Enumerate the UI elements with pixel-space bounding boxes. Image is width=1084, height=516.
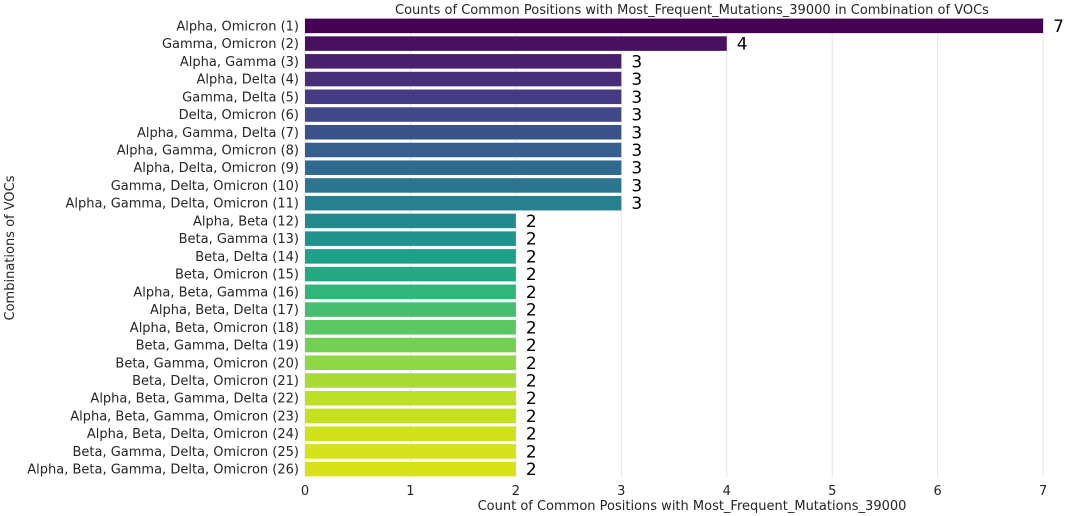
category-label: Beta, Gamma, Delta, Omicron (25) bbox=[72, 445, 299, 460]
data-label: 7 bbox=[1053, 17, 1064, 37]
category-label: Alpha, Omicron (1) bbox=[176, 19, 299, 34]
data-label: 2 bbox=[526, 336, 537, 356]
x-tick-label: 4 bbox=[723, 484, 731, 499]
bar bbox=[305, 195, 622, 211]
data-label: 3 bbox=[631, 70, 642, 90]
bar bbox=[305, 36, 727, 51]
data-label: 2 bbox=[526, 371, 537, 391]
data-label: 2 bbox=[526, 212, 537, 232]
category-label: Beta, Delta (14) bbox=[195, 250, 299, 265]
bar bbox=[305, 107, 622, 122]
bar bbox=[305, 320, 516, 335]
data-label: 2 bbox=[526, 389, 537, 409]
data-label: 4 bbox=[737, 35, 748, 55]
category-label: Gamma, Delta, Omicron (10) bbox=[111, 179, 299, 194]
x-tick-label: 3 bbox=[617, 484, 625, 499]
bar bbox=[305, 461, 516, 477]
bar bbox=[305, 178, 622, 193]
category-label: Alpha, Beta (12) bbox=[193, 214, 299, 229]
category-label: Gamma, Delta (5) bbox=[182, 90, 299, 105]
category-label: Alpha, Beta, Gamma (16) bbox=[133, 285, 299, 300]
category-label: Delta, Omicron (6) bbox=[179, 108, 299, 123]
bar bbox=[305, 18, 1044, 34]
data-label: 2 bbox=[526, 301, 537, 321]
x-tick-labels: 0 1 2 3 4 5 6 7 bbox=[301, 484, 1047, 499]
bar bbox=[305, 71, 622, 87]
category-label: Alpha, Gamma (3) bbox=[180, 55, 299, 70]
bar bbox=[305, 284, 516, 300]
data-label: 3 bbox=[631, 176, 642, 196]
data-label: 2 bbox=[526, 407, 537, 427]
bars bbox=[305, 18, 1044, 477]
category-label: Alpha, Gamma, Delta, Omicron (11) bbox=[66, 197, 300, 212]
data-label: 2 bbox=[526, 283, 537, 303]
bar bbox=[305, 231, 516, 246]
category-label: Alpha, Beta, Delta (17) bbox=[150, 303, 299, 318]
data-label: 3 bbox=[631, 106, 642, 126]
chart-title: Counts of Common Positions with Most_Fre… bbox=[395, 3, 989, 18]
bar bbox=[305, 160, 622, 175]
data-label: 2 bbox=[526, 247, 537, 267]
data-label: 3 bbox=[631, 159, 642, 179]
category-label: Beta, Omicron (15) bbox=[175, 268, 299, 283]
bar bbox=[305, 213, 516, 229]
bar bbox=[305, 390, 516, 406]
x-tick-label: 5 bbox=[828, 484, 836, 499]
category-label: Gamma, Omicron (2) bbox=[162, 37, 299, 52]
x-tick-label: 1 bbox=[406, 484, 414, 499]
bar bbox=[305, 142, 622, 158]
bar bbox=[305, 337, 516, 353]
bar bbox=[305, 124, 622, 140]
data-label: 2 bbox=[526, 318, 537, 338]
category-label: Alpha, Beta, Omicron (18) bbox=[130, 321, 299, 336]
data-label: 3 bbox=[631, 52, 642, 72]
bar bbox=[305, 426, 516, 441]
x-tick-label: 6 bbox=[934, 484, 942, 499]
category-label: Alpha, Delta (4) bbox=[197, 73, 299, 88]
x-tick-label: 2 bbox=[512, 484, 520, 499]
data-label: 2 bbox=[526, 425, 537, 445]
bar bbox=[305, 266, 516, 282]
category-label: Alpha, Beta, Delta, Omicron (24) bbox=[87, 427, 299, 442]
category-label: Alpha, Beta, Gamma, Delta, Omicron (26) bbox=[27, 463, 299, 478]
category-labels: Alpha, Omicron (1) Gamma, Omicron (2) Alph… bbox=[27, 19, 299, 477]
category-label: Alpha, Gamma, Omicron (8) bbox=[117, 143, 299, 158]
data-label: 2 bbox=[526, 442, 537, 462]
data-label: 3 bbox=[631, 141, 642, 161]
category-label: Alpha, Beta, Gamma, Omicron (23) bbox=[70, 409, 299, 424]
category-label: Alpha, Delta, Omicron (9) bbox=[133, 161, 299, 176]
data-label: 2 bbox=[526, 354, 537, 374]
category-label: Beta, Gamma, Omicron (20) bbox=[115, 356, 299, 371]
x-tick-label: 0 bbox=[301, 484, 309, 499]
data-label: 3 bbox=[631, 88, 642, 108]
category-label: Beta, Delta, Omicron (21) bbox=[132, 374, 299, 389]
bar bbox=[305, 444, 516, 459]
data-label: 3 bbox=[631, 123, 642, 143]
bar bbox=[305, 355, 516, 371]
bar bbox=[305, 408, 516, 424]
category-label: Beta, Gamma, Delta (19) bbox=[136, 339, 299, 354]
x-axis-title: Count of Common Positions with Most_Freq… bbox=[478, 499, 907, 514]
bar bbox=[305, 89, 622, 105]
bar bbox=[305, 54, 622, 69]
bar bbox=[305, 302, 516, 317]
category-label: Alpha, Beta, Gamma, Delta (22) bbox=[90, 392, 299, 407]
bar bbox=[305, 373, 516, 388]
data-label: 2 bbox=[526, 230, 537, 250]
data-label: 2 bbox=[526, 460, 537, 480]
y-axis-title: Combinations of VOCs bbox=[3, 175, 18, 320]
data-label: 3 bbox=[631, 194, 642, 214]
data-label: 2 bbox=[526, 265, 537, 285]
category-label: Beta, Gamma (13) bbox=[179, 232, 299, 247]
category-label: Alpha, Gamma, Delta (7) bbox=[137, 126, 299, 141]
x-tick-label: 7 bbox=[1039, 484, 1047, 499]
bar bbox=[305, 249, 516, 264]
